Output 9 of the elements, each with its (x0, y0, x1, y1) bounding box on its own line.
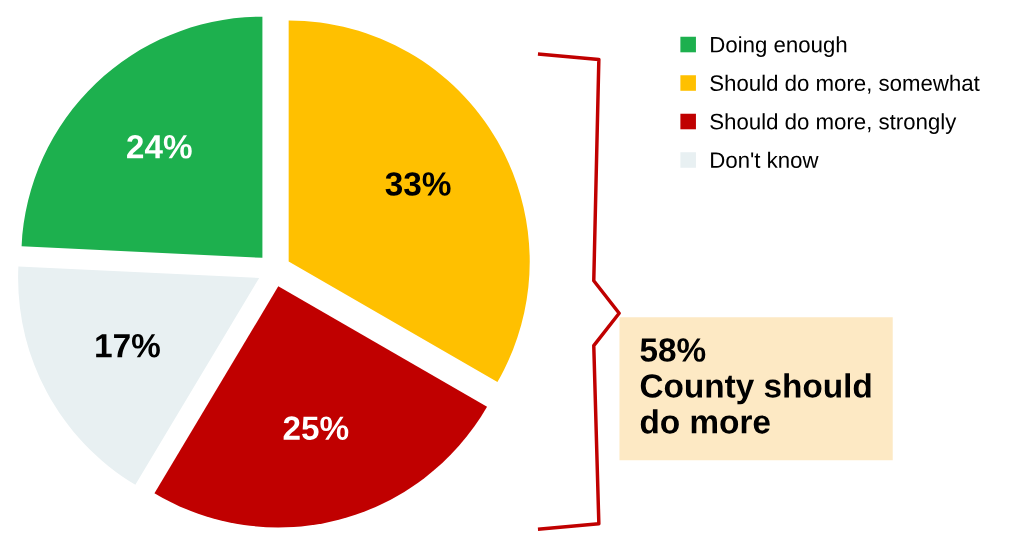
legend-label: Should do more, somewhat (710, 74, 980, 94)
data-label: 25% (283, 416, 349, 440)
legend-label: Doing enough (711, 36, 847, 57)
data-label: 17% (96, 333, 160, 358)
data-label: 24% (127, 134, 192, 159)
data-label: 33% (385, 172, 451, 196)
text: 58% County should do more (640, 338, 871, 434)
legend-label: Don't know (711, 151, 819, 168)
legend-label: Should do more, strongly (710, 113, 957, 134)
